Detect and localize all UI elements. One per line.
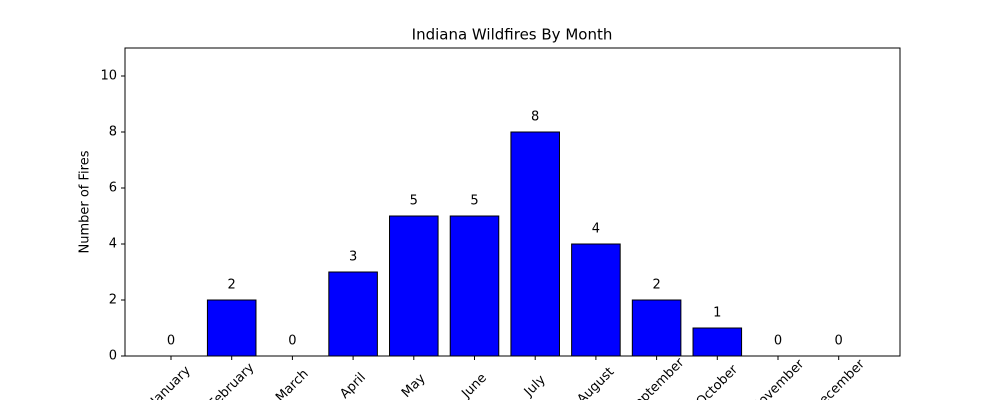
value-label: 8 (531, 110, 539, 125)
y-tick-label: 8 (109, 125, 117, 140)
bar (328, 271, 378, 357)
y-tick-label: 6 (109, 181, 117, 196)
value-label: 1 (713, 306, 721, 321)
bar (692, 327, 743, 357)
bar (510, 131, 560, 357)
y-axis-label: Number of Fires (78, 150, 93, 253)
value-label: 4 (592, 222, 600, 237)
value-label: 0 (774, 334, 782, 349)
bar (631, 299, 682, 357)
value-label: 5 (470, 194, 478, 209)
value-label: 2 (652, 278, 660, 293)
y-tick-label: 4 (109, 237, 117, 252)
plot-frame (124, 47, 901, 357)
y-tick-label: 2 (109, 293, 117, 308)
value-label: 2 (228, 278, 236, 293)
bar (389, 215, 439, 357)
bar (206, 299, 257, 357)
y-tick-label: 0 (109, 349, 117, 364)
value-label: 0 (288, 334, 296, 349)
value-label: 0 (835, 334, 843, 349)
y-tick-label: 10 (100, 69, 117, 84)
value-label: 5 (410, 194, 418, 209)
value-label: 0 (167, 334, 175, 349)
chart-title: Indiana Wildfires By Month (412, 26, 613, 44)
bar (449, 215, 500, 357)
bar (571, 243, 621, 357)
value-label: 3 (349, 250, 357, 265)
